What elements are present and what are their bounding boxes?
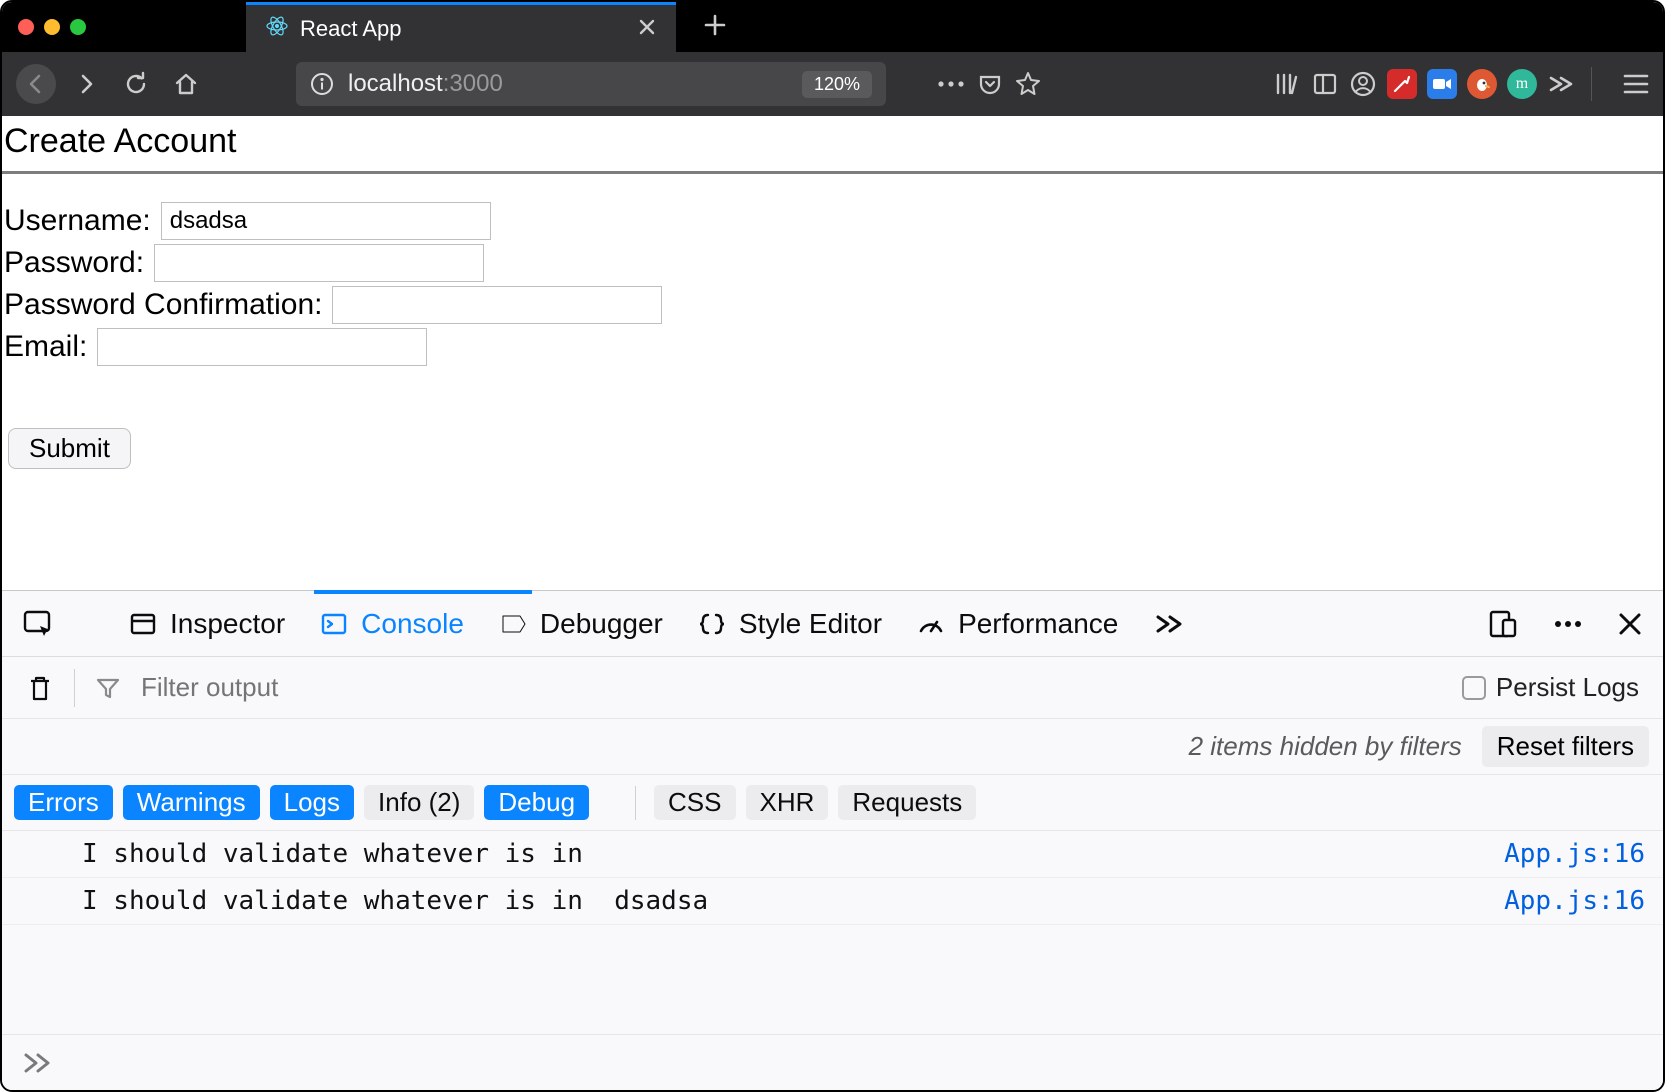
tab-title: React App [300, 16, 402, 42]
filter-input[interactable] [141, 672, 541, 703]
hidden-items-bar: 2 items hidden by filters Reset filters [2, 719, 1663, 775]
tab-console[interactable]: Console [319, 608, 464, 640]
site-info-icon[interactable] [310, 72, 334, 96]
tab-performance-label: Performance [958, 608, 1118, 640]
password-confirm-input[interactable] [332, 286, 662, 324]
console-prompt[interactable] [2, 1034, 1663, 1090]
devtools-panel: Inspector Console Debugger Style Editor … [2, 590, 1663, 1090]
submit-button[interactable]: Submit [8, 428, 131, 469]
page-heading: Create Account [2, 116, 1663, 171]
username-label: Username: [4, 204, 151, 238]
clear-console-icon[interactable] [26, 673, 54, 703]
extension-icon-4[interactable]: m [1507, 69, 1537, 99]
new-tab-button[interactable] [686, 10, 744, 44]
pill-css[interactable]: CSS [654, 785, 735, 820]
page-content: Create Account Username: Password: Passw… [2, 116, 1663, 469]
persist-logs-toggle[interactable]: Persist Logs [1462, 672, 1639, 703]
pill-xhr[interactable]: XHR [746, 785, 829, 820]
titlebar: React App [2, 2, 1663, 52]
element-picker-icon[interactable] [22, 608, 54, 640]
page-actions-icon[interactable] [936, 79, 966, 89]
maximize-window-button[interactable] [70, 19, 86, 35]
sidebar-icon[interactable] [1311, 70, 1339, 98]
console-toolbar: Persist Logs [2, 657, 1663, 719]
log-filter-pills: Errors Warnings Logs Info (2) Debug CSS … [2, 775, 1663, 831]
close-tab-icon[interactable] [638, 16, 656, 42]
email-label: Email: [4, 330, 87, 364]
reload-button[interactable] [116, 64, 156, 104]
bookmark-star-icon[interactable] [1014, 70, 1042, 98]
window-controls [18, 19, 86, 35]
tab-debugger-label: Debugger [540, 608, 663, 640]
reset-filters-button[interactable]: Reset filters [1482, 726, 1649, 767]
browser-window: React App localhost:3000 [0, 0, 1665, 1092]
password-confirm-row: Password Confirmation: [2, 284, 1663, 326]
library-icon[interactable] [1273, 70, 1301, 98]
tab-inspector-label: Inspector [170, 608, 285, 640]
pill-warnings[interactable]: Warnings [123, 785, 260, 820]
tab-console-label: Console [361, 608, 464, 640]
browser-tab[interactable]: React App [246, 2, 676, 52]
checkbox-icon [1462, 676, 1486, 700]
divider [2, 171, 1663, 174]
separator [635, 786, 636, 820]
log-row[interactable]: I should validate whatever is in dsadsa … [2, 878, 1663, 925]
log-source[interactable]: App.js:16 [1504, 886, 1645, 916]
log-message: I should validate whatever is in [82, 839, 599, 869]
password-confirm-label: Password Confirmation: [4, 288, 322, 322]
pill-errors[interactable]: Errors [14, 785, 113, 820]
home-button[interactable] [166, 64, 206, 104]
tab-style-editor[interactable]: Style Editor [697, 608, 882, 640]
pill-requests[interactable]: Requests [838, 785, 976, 820]
devtools-menu-icon[interactable] [1553, 618, 1583, 630]
extension-icon-2[interactable] [1427, 69, 1457, 99]
extension-icon-3[interactable] [1467, 69, 1497, 99]
username-input[interactable] [161, 202, 491, 240]
react-favicon-icon [266, 15, 288, 43]
url-text: localhost:3000 [348, 70, 503, 98]
pill-debug[interactable]: Debug [484, 785, 589, 820]
filter-icon[interactable] [95, 675, 121, 701]
back-button[interactable] [16, 64, 56, 104]
close-devtools-icon[interactable] [1617, 611, 1643, 637]
minimize-window-button[interactable] [44, 19, 60, 35]
overflow-icon[interactable] [1547, 74, 1575, 94]
persist-logs-label: Persist Logs [1496, 672, 1639, 703]
username-row: Username: [2, 200, 1663, 242]
extension-icon-1[interactable] [1387, 69, 1417, 99]
hamburger-menu-icon[interactable] [1623, 73, 1649, 95]
url-host: localhost [348, 70, 443, 97]
email-input[interactable] [97, 328, 427, 366]
separator [74, 669, 75, 707]
url-toolbar: localhost:3000 120% [2, 52, 1663, 116]
devtools-tabs: Inspector Console Debugger Style Editor … [2, 591, 1663, 657]
address-bar[interactable]: localhost:3000 120% [296, 62, 886, 106]
email-row: Email: [2, 326, 1663, 368]
log-message: I should validate whatever is in dsadsa [82, 886, 708, 916]
url-port: :3000 [443, 70, 503, 97]
log-row[interactable]: I should validate whatever is in App.js:… [2, 831, 1663, 878]
close-window-button[interactable] [18, 19, 34, 35]
password-input[interactable] [154, 244, 484, 282]
pill-info[interactable]: Info (2) [364, 785, 474, 820]
tab-inspector[interactable]: Inspector [128, 608, 285, 640]
devtools-more-tabs-icon[interactable] [1152, 612, 1186, 636]
console-log-list: I should validate whatever is in App.js:… [2, 831, 1663, 1034]
forward-button[interactable] [66, 64, 106, 104]
account-icon[interactable] [1349, 70, 1377, 98]
password-row: Password: [2, 242, 1663, 284]
hidden-items-text: 2 items hidden by filters [1189, 731, 1462, 762]
tab-debugger[interactable]: Debugger [498, 608, 663, 640]
password-label: Password: [4, 246, 144, 280]
pocket-icon[interactable] [976, 70, 1004, 98]
pill-logs[interactable]: Logs [270, 785, 354, 820]
tab-style-editor-label: Style Editor [739, 608, 882, 640]
log-source[interactable]: App.js:16 [1504, 839, 1645, 869]
responsive-mode-icon[interactable] [1487, 608, 1519, 640]
active-tab-indicator [314, 590, 532, 594]
tab-performance[interactable]: Performance [916, 608, 1118, 640]
zoom-badge[interactable]: 120% [802, 71, 872, 98]
